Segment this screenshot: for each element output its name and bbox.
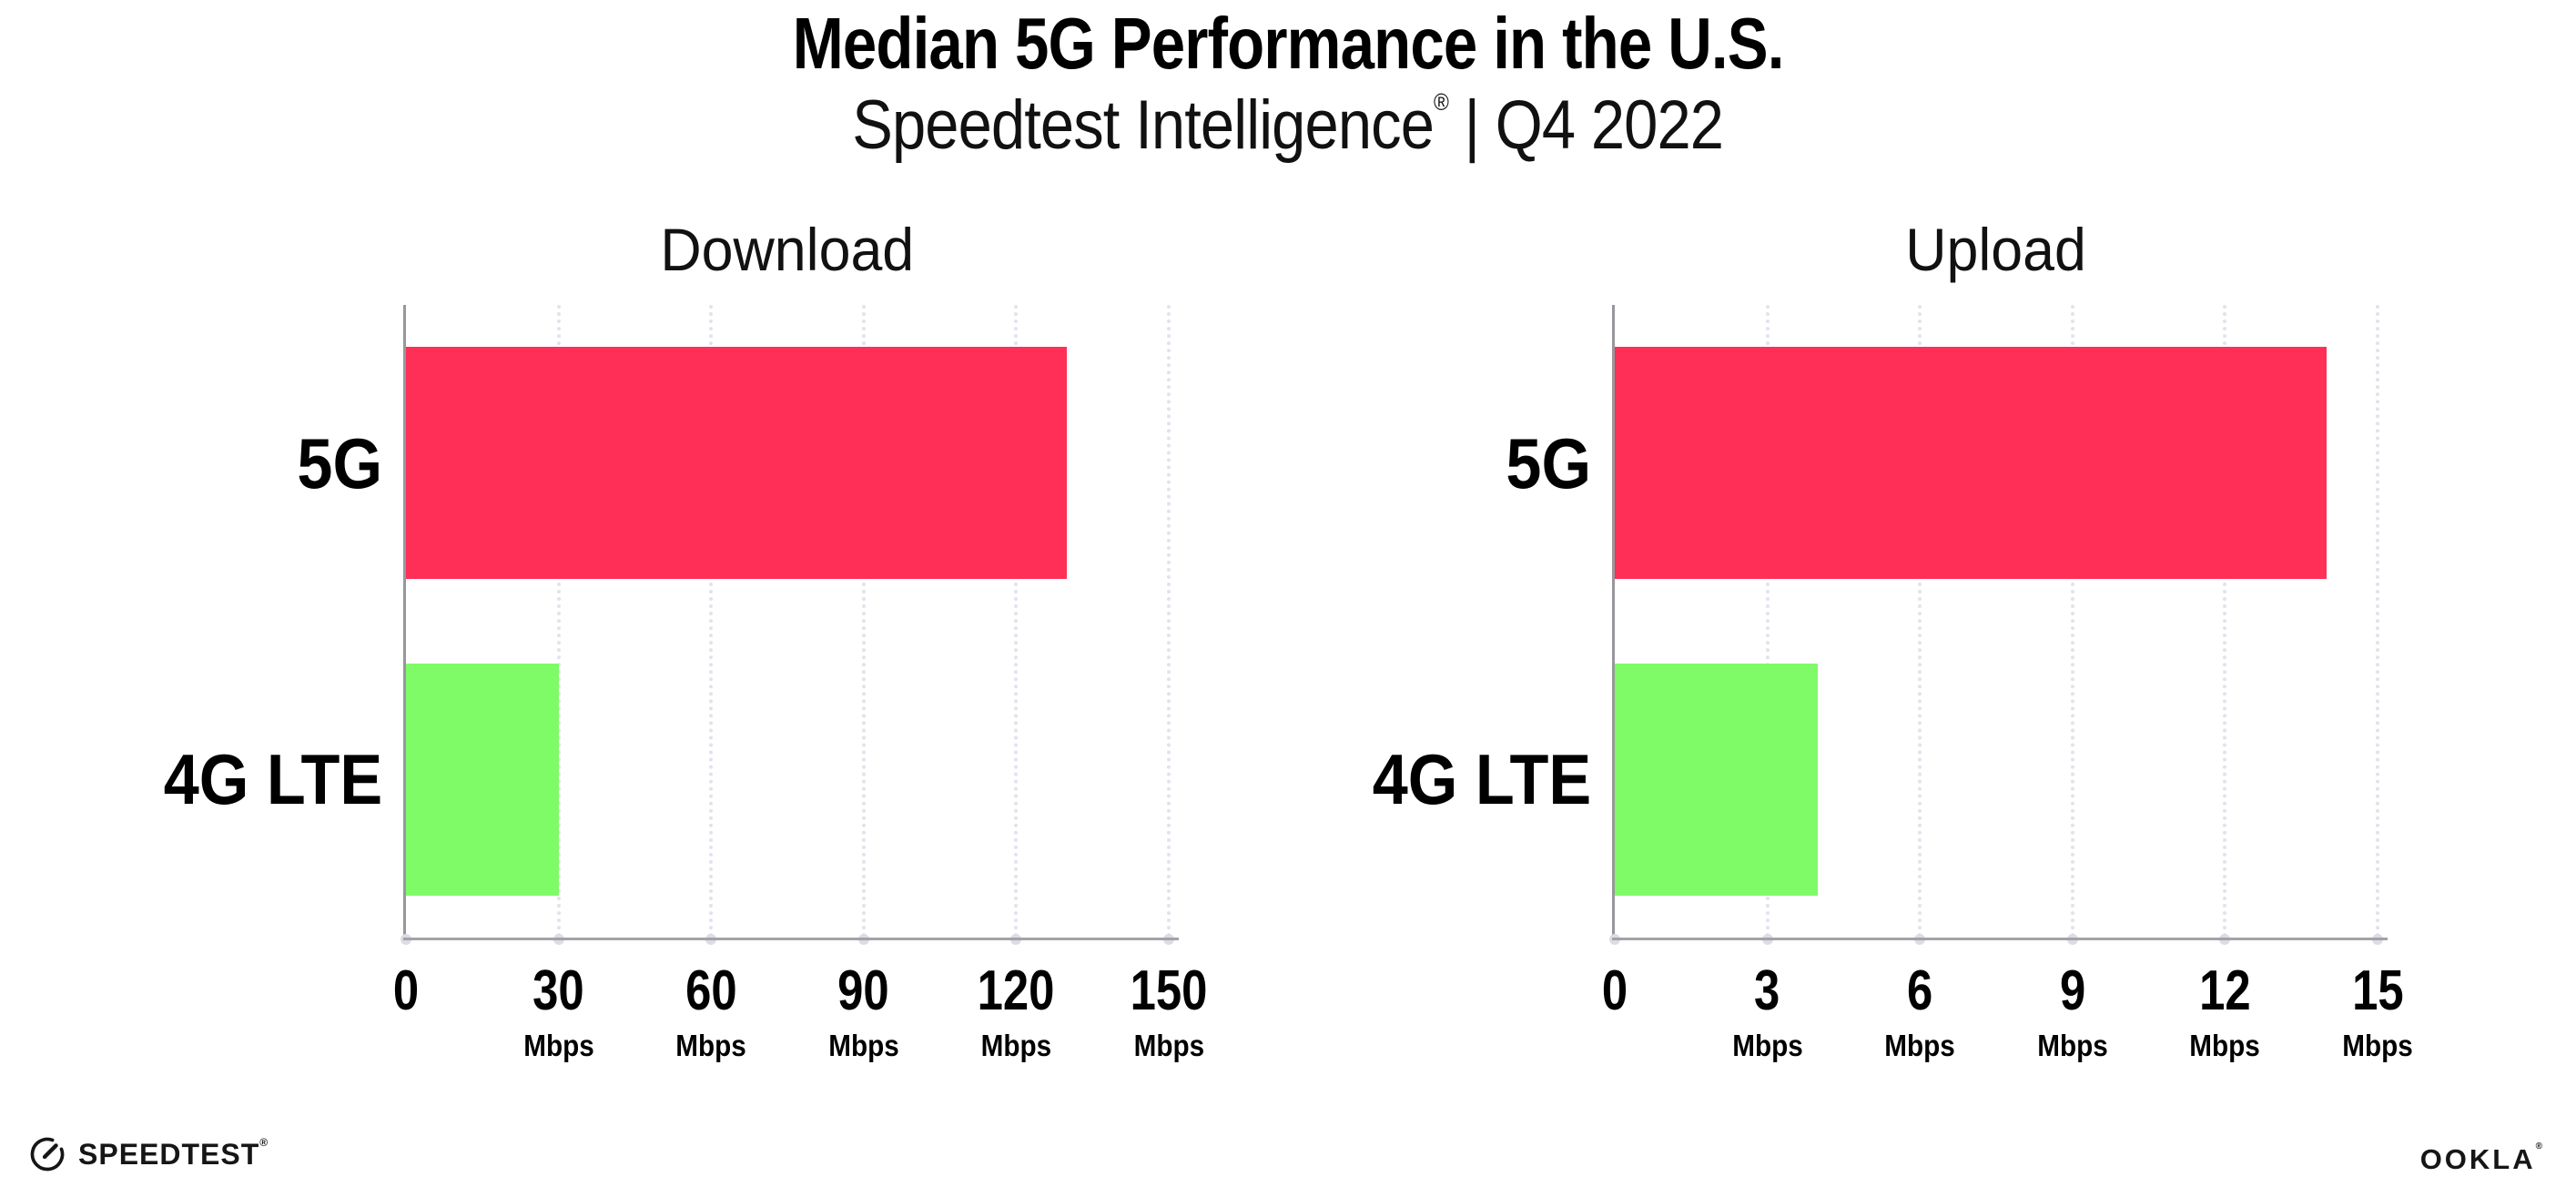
- x-tick-unit: Mbps: [675, 1029, 746, 1062]
- x-tick-value: 60: [685, 959, 737, 1022]
- x-tick-value: 150: [1130, 959, 1208, 1022]
- axis-tick-dot-120: [1010, 934, 1022, 945]
- subtitle-brand: Speedtest Intelligence: [852, 86, 1435, 164]
- x-tick-9: 9 Mbps: [2033, 959, 2112, 1062]
- registered-trademark-symbol: ®: [1434, 88, 1449, 116]
- axis-tick-dot-0: [1609, 934, 1620, 945]
- category-label-5g: 5G: [297, 423, 382, 503]
- axis-tick-dot-90: [857, 934, 869, 945]
- gridline-6: [1918, 305, 1922, 938]
- bar-4g-lte: [1615, 664, 1819, 896]
- axis-tick-dot-0: [401, 934, 411, 945]
- x-tick-value: 9: [2059, 959, 2085, 1022]
- chart-title: Upload: [1905, 216, 2087, 283]
- download-chart: Download 0 30 Mbps 60 Mbps 90 Mbps 120 Mbps 150 Mbp…: [163, 219, 1207, 1060]
- subtitle-separator: |: [1464, 86, 1480, 164]
- gridline-90: [861, 305, 866, 938]
- axis-tick-dot-150: [1163, 934, 1174, 945]
- x-tick-unit: Mbps: [1731, 1029, 1803, 1062]
- ookla-logo: OOKLA®: [2419, 1141, 2545, 1176]
- speedtest-gauge-icon: [27, 1134, 67, 1174]
- gridline-120: [1014, 305, 1019, 938]
- x-tick-unit: Mbps: [2189, 1029, 2261, 1062]
- axis-tick-dot-6: [1914, 934, 1926, 945]
- x-tick-6: 6 Mbps: [1881, 959, 1959, 1062]
- x-tick-90: 90 Mbps: [825, 959, 903, 1062]
- gridline-3: [1765, 305, 1770, 938]
- x-tick-unit: Mbps: [1884, 1029, 1955, 1062]
- x-tick-unit: Mbps: [828, 1029, 899, 1062]
- axis-tick-dot-9: [2066, 934, 2078, 945]
- gridline-12: [2223, 305, 2227, 938]
- x-tick-value: 120: [977, 959, 1055, 1022]
- page-subtitle: Speedtest Intelligence® | Q4 2022: [0, 87, 2576, 164]
- category-label-5g: 5G: [1506, 423, 1591, 503]
- bar-4g-lte: [406, 664, 559, 896]
- category-label-4g-lte: 4G LTE: [1372, 739, 1591, 819]
- x-tick-value: 15: [2351, 959, 2404, 1022]
- x-tick-3: 3 Mbps: [1729, 959, 1807, 1062]
- gridline-60: [709, 305, 714, 938]
- x-tick-unit: Mbps: [2342, 1029, 2413, 1062]
- x-tick-150: 150 Mbps: [1121, 959, 1215, 1062]
- x-tick-value: 30: [532, 959, 584, 1022]
- ookla-registered-mark: ®: [2535, 1141, 2545, 1151]
- x-tick-60: 60 Mbps: [672, 959, 750, 1062]
- x-tick-120: 120 Mbps: [969, 959, 1063, 1062]
- speedtest-wordmark: SPEEDTEST®: [78, 1135, 269, 1171]
- ookla-wordmark: OOKLA: [2419, 1143, 2536, 1175]
- gridline-30: [556, 305, 561, 938]
- x-tick-unit: Mbps: [2037, 1029, 2108, 1062]
- gridline-150: [1167, 305, 1171, 938]
- axis-tick-dot-30: [553, 934, 564, 945]
- chart-title: Download: [660, 216, 915, 283]
- gridline-9: [2070, 305, 2074, 938]
- axis-tick-dot-60: [705, 934, 717, 945]
- upload-chart: Upload 0 3 Mbps 6 Mbps 9 Mbps 12 Mbps 15 Mbps 5G 4G L…: [1372, 219, 2412, 1060]
- x-tick-15: 15 Mbps: [2338, 959, 2417, 1062]
- x-tick-value: 6: [1907, 959, 1933, 1022]
- x-tick-value: 3: [1754, 959, 1780, 1022]
- axis-tick-dot-15: [2372, 934, 2383, 945]
- x-tick-0: 0: [390, 963, 421, 1019]
- x-tick-unit: Mbps: [1133, 1029, 1204, 1062]
- x-tick-30: 30 Mbps: [520, 959, 598, 1062]
- page-title: Median 5G Performance in the U.S.: [0, 5, 2576, 82]
- gridline-15: [2376, 305, 2379, 938]
- x-tick-value: 0: [1601, 959, 1628, 1022]
- bar-5g: [1615, 347, 2328, 579]
- x-tick-value: 90: [837, 959, 890, 1022]
- speedtest-registered-mark: ®: [259, 1135, 269, 1149]
- category-label-4g-lte: 4G LTE: [163, 739, 382, 819]
- x-tick-12: 12 Mbps: [2186, 959, 2264, 1062]
- page-title-text: Median 5G Performance in the U.S.: [792, 3, 1785, 84]
- subtitle-period: Q4 2022: [1496, 86, 1724, 164]
- axis-tick-dot-3: [1761, 934, 1773, 945]
- x-tick-0: 0: [1599, 963, 1630, 1019]
- axis-tick-dot-12: [2219, 934, 2231, 945]
- x-tick-unit: Mbps: [980, 1029, 1052, 1062]
- x-tick-value: 0: [392, 959, 420, 1022]
- x-tick-value: 12: [2199, 959, 2251, 1022]
- speedtest-logo: SPEEDTEST®: [27, 1134, 269, 1174]
- x-tick-unit: Mbps: [522, 1029, 594, 1062]
- bar-5g: [406, 347, 1068, 579]
